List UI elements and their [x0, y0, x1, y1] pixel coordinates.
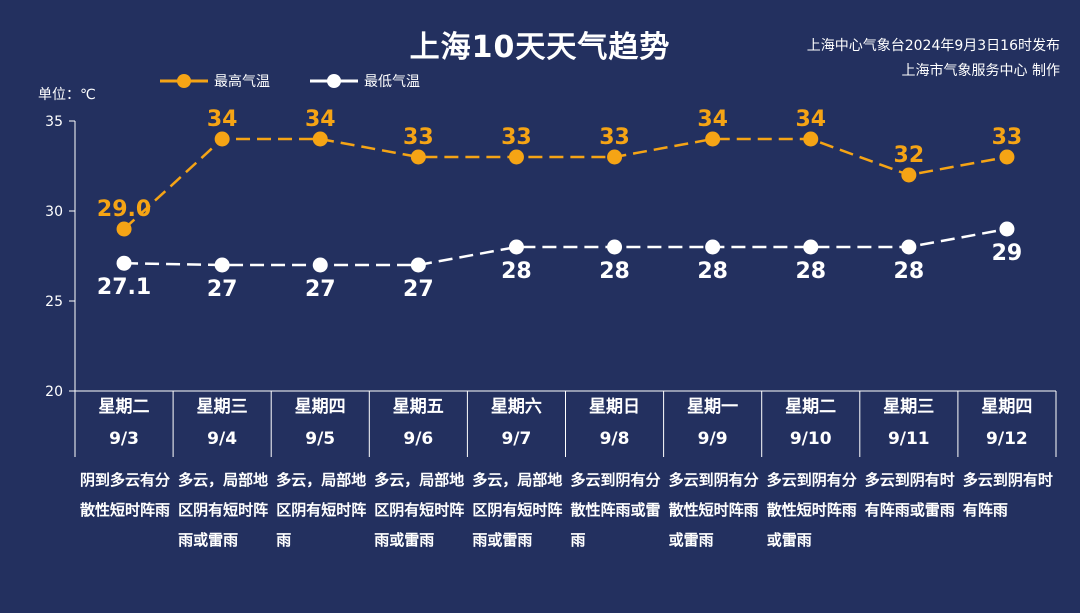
y-tick-label: 25: [45, 294, 63, 310]
weather-description: 多云，局部地区阴有短时阵雨或雷雨: [472, 471, 563, 549]
data-label-high: 33: [599, 125, 630, 150]
y-tick-label: 20: [45, 384, 63, 400]
day-cell: 星期五 9/6: [369, 391, 467, 457]
data-point-high: [508, 149, 524, 165]
data-point-high: [901, 167, 917, 183]
data-label-low: 27.1: [97, 275, 151, 300]
day-cell: 星期六 9/7: [467, 391, 565, 457]
day-cell: 星期三 9/11: [860, 391, 958, 457]
weekday-label: 星期四: [981, 397, 1033, 417]
data-point-high: [116, 221, 132, 237]
data-label-low: 27: [305, 277, 336, 302]
weekday-label: 星期三: [883, 397, 935, 417]
date-label: 9/8: [599, 429, 630, 449]
source-line-publisher: 上海中心气象台2024年9月3日16时发布: [806, 38, 1060, 54]
weather-description: 阴到多云有分散性短时阵雨: [80, 471, 171, 519]
weekday-label: 星期二: [98, 397, 150, 417]
weekday-label: 星期五: [392, 397, 444, 417]
chart-title: 上海10天天气趋势: [409, 30, 671, 65]
data-point-low: [508, 239, 524, 255]
day-cell: 星期二 9/10: [762, 391, 860, 457]
legend-high-marker: [160, 74, 208, 88]
legend-item-low: 最低气温: [310, 71, 420, 91]
y-tick-label: 30: [45, 204, 63, 220]
weather-description: 多云到阴有分散性短时阵雨或雷雨: [668, 471, 759, 549]
data-label-low: 27: [207, 277, 238, 302]
weather-description: 多云到阴有分散性阵雨或雷雨: [570, 471, 661, 549]
legend-low-label: 最低气温: [364, 74, 420, 90]
day-cell: 星期二 9/3: [75, 391, 173, 457]
data-point-low: [410, 257, 426, 273]
data-label-high: 34: [207, 107, 238, 132]
data-point-low: [214, 257, 230, 273]
data-label-high: 34: [795, 107, 826, 132]
data-point-low: [607, 239, 623, 255]
date-label: 9/4: [207, 429, 238, 449]
data-point-high: [803, 131, 819, 147]
date-label: 9/5: [305, 429, 336, 449]
weekday-label: 星期日: [589, 397, 640, 417]
data-point-low: [803, 239, 819, 255]
weather-description: 多云，局部地区阴有短时阵雨或雷雨: [374, 471, 465, 549]
weekday-label: 星期四: [294, 397, 346, 417]
data-point-high: [705, 131, 721, 147]
weekday-label: 星期一: [687, 397, 739, 417]
date-label: 9/11: [887, 429, 930, 449]
weekday-label: 星期三: [196, 397, 248, 417]
y-tick-label: 35: [45, 114, 63, 130]
data-label-low: 27: [403, 277, 434, 302]
data-label-high: 34: [305, 107, 336, 132]
weather-description: 多云到阴有时有阵雨或雷雨: [864, 471, 955, 519]
data-label-high: 33: [403, 125, 434, 150]
legend-low-marker: [310, 74, 358, 88]
source-info: 上海中心气象台2024年9月3日16时发布 上海市气象服务中心 制作: [807, 34, 1060, 84]
unit-label: 单位：℃: [38, 87, 96, 103]
day-cell: 星期四 9/5: [271, 391, 369, 457]
data-point-high: [999, 149, 1015, 165]
day-cell: 星期一 9/9: [664, 391, 762, 457]
weather-description: 多云，局部地区阴有短时阵雨或雷雨: [178, 471, 269, 549]
data-point-high: [607, 149, 623, 165]
date-label: 9/9: [697, 429, 728, 449]
weather-description: 多云到阴有时有阵雨: [962, 471, 1053, 519]
day-cell: 星期四 9/12: [958, 391, 1056, 457]
data-point-low: [999, 221, 1015, 237]
data-point-low: [116, 255, 132, 271]
data-label-low: 28: [501, 259, 532, 284]
legend-item-high: 最高气温: [160, 71, 270, 91]
data-point-high: [312, 131, 328, 147]
legend-high-label: 最高气温: [214, 74, 270, 90]
data-point-high: [214, 131, 230, 147]
data-label-low: 28: [599, 259, 630, 284]
data-point-high: [410, 149, 426, 165]
data-point-low: [312, 257, 328, 273]
data-label-high: 33: [501, 125, 532, 150]
data-label-high: 29.0: [97, 197, 151, 222]
weekday-label: 星期二: [785, 397, 837, 417]
date-label: 9/12: [986, 429, 1028, 449]
series-line-high: [123, 137, 1008, 230]
date-label: 9/10: [789, 429, 832, 449]
weather-description: 多云，局部地区阴有短时阵雨: [276, 471, 367, 549]
data-label-high: 33: [992, 125, 1023, 150]
data-point-low: [705, 239, 721, 255]
weather-description: 多云到阴有分散性短时阵雨或雷雨: [766, 471, 857, 549]
data-label-low: 28: [894, 259, 925, 284]
data-label-low: 29: [992, 241, 1023, 266]
date-label: 9/7: [501, 429, 532, 449]
day-cell: 星期三 9/4: [173, 391, 271, 457]
weekday-label: 星期六: [490, 397, 542, 417]
data-label-high: 34: [697, 107, 728, 132]
source-line-producer: 上海市气象服务中心 制作: [901, 63, 1060, 79]
date-label: 9/6: [403, 429, 434, 449]
data-label-low: 28: [697, 259, 728, 284]
series-line-low: [124, 227, 1008, 267]
data-label-low: 28: [795, 259, 826, 284]
data-label-high: 32: [894, 143, 925, 168]
day-cell: 星期日 9/8: [566, 391, 664, 457]
data-point-low: [901, 239, 917, 255]
date-label: 9/3: [109, 429, 139, 449]
